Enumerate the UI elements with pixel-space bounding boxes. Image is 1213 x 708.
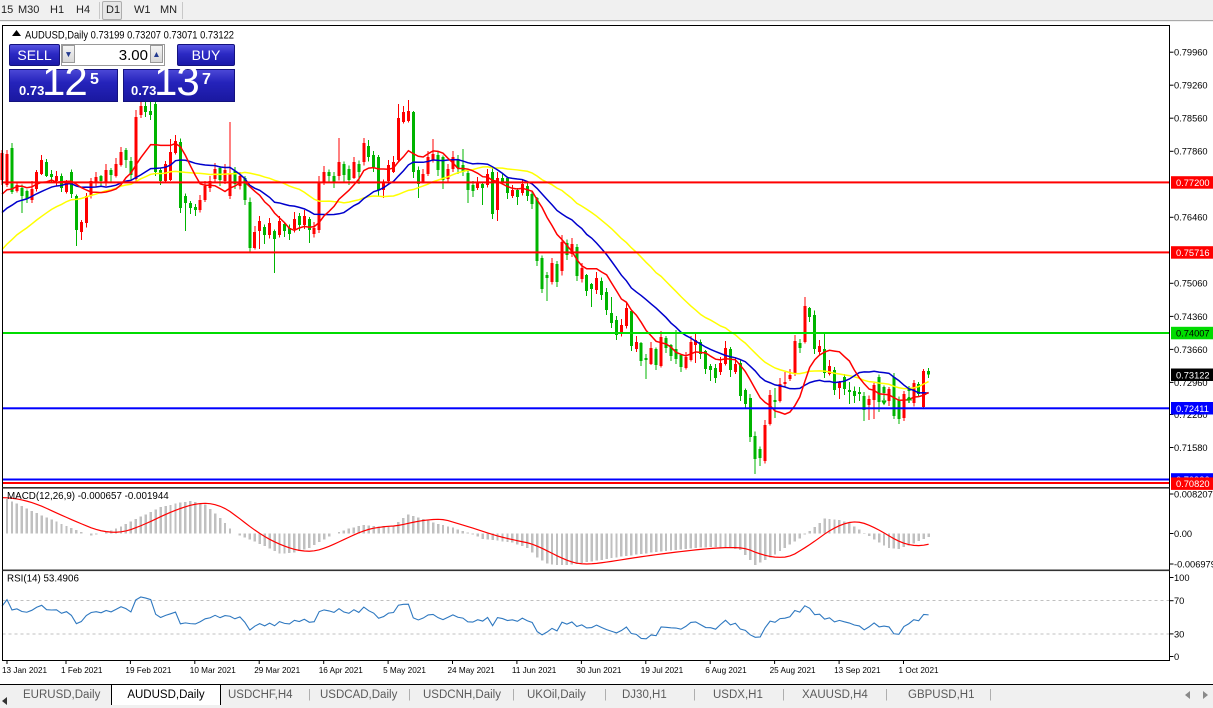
svg-text:0.79260: 0.79260: [1174, 81, 1208, 91]
svg-text:24 May 2021: 24 May 2021: [448, 666, 496, 675]
svg-text:30: 30: [1174, 629, 1184, 639]
svg-text:29 Mar 2021: 29 Mar 2021: [254, 666, 300, 675]
svg-text:0.75060: 0.75060: [1174, 279, 1208, 289]
svg-text:0.77860: 0.77860: [1174, 147, 1208, 157]
svg-text:0.71580: 0.71580: [1174, 443, 1208, 453]
svg-text:-0.006979: -0.006979: [1174, 559, 1213, 569]
svg-text:100: 100: [1174, 573, 1190, 583]
svg-text:25 Aug 2021: 25 Aug 2021: [770, 666, 816, 675]
svg-text:MACD(12,26,9) -0.000657 -0.001: MACD(12,26,9) -0.000657 -0.001944: [7, 491, 169, 502]
svg-text:0.74360: 0.74360: [1174, 312, 1208, 322]
svg-text:30 Jun 2021: 30 Jun 2021: [576, 666, 622, 675]
svg-text:5 May 2021: 5 May 2021: [383, 666, 426, 675]
svg-text:0.75716: 0.75716: [1176, 248, 1210, 258]
svg-text:6 Aug 2021: 6 Aug 2021: [705, 666, 747, 675]
svg-text:0.77200: 0.77200: [1176, 178, 1210, 188]
svg-text:0.70820: 0.70820: [1176, 479, 1210, 489]
svg-text:1 Oct 2021: 1 Oct 2021: [899, 666, 940, 675]
svg-text:0.74007: 0.74007: [1176, 329, 1210, 339]
svg-text:0.76460: 0.76460: [1174, 213, 1208, 223]
svg-text:RSI(14) 53.4906: RSI(14) 53.4906: [7, 574, 79, 585]
svg-text:0.73660: 0.73660: [1174, 345, 1208, 355]
svg-text:0.72280: 0.72280: [1174, 410, 1208, 420]
svg-text:13 Jan 2021: 13 Jan 2021: [2, 666, 48, 675]
svg-text:10 Mar 2021: 10 Mar 2021: [190, 666, 236, 675]
svg-text:0.79960: 0.79960: [1174, 48, 1208, 58]
svg-text:0.72960: 0.72960: [1174, 378, 1208, 388]
svg-text:1 Feb 2021: 1 Feb 2021: [61, 666, 103, 675]
svg-text:16 Apr 2021: 16 Apr 2021: [319, 666, 364, 675]
svg-text:0.72411: 0.72411: [1176, 404, 1209, 414]
svg-text:0: 0: [1174, 652, 1179, 662]
svg-text:0.78560: 0.78560: [1174, 114, 1208, 124]
svg-text:19 Jul 2021: 19 Jul 2021: [641, 666, 684, 675]
svg-text:13 Sep 2021: 13 Sep 2021: [834, 666, 881, 675]
svg-text:70: 70: [1174, 596, 1184, 606]
svg-text:AUDUSD,Daily 0.73199 0.73207: AUDUSD,Daily 0.73199 0.73207 0.73071 0.7…: [25, 30, 234, 42]
svg-text:0.008207: 0.008207: [1174, 489, 1213, 499]
svg-text:11 Jun 2021: 11 Jun 2021: [512, 666, 557, 675]
svg-text:0.73122: 0.73122: [1176, 370, 1210, 380]
svg-text:0.00: 0.00: [1174, 529, 1192, 539]
svg-text:19 Feb 2021: 19 Feb 2021: [125, 666, 171, 675]
